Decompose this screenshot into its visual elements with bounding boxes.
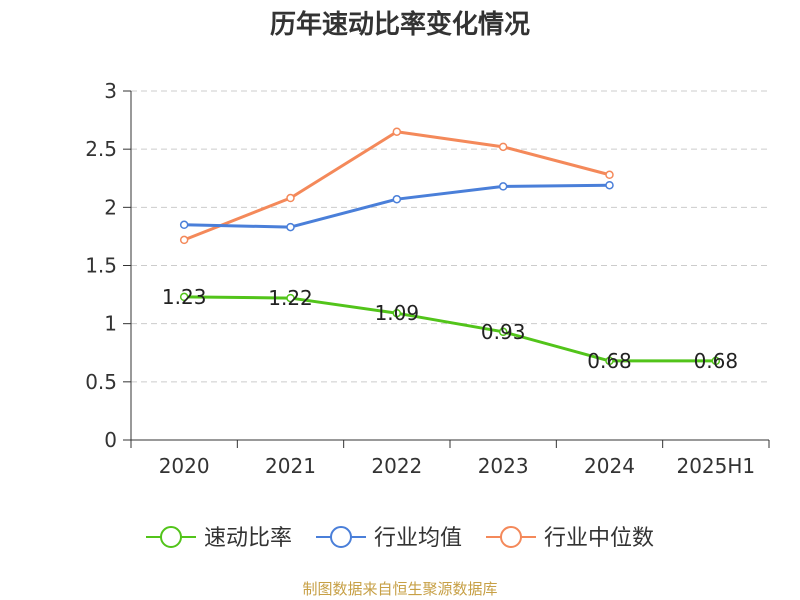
axes: 0 0.5 1 1.5 2 2.5 3 2020 2021 2022 2023 2024 2025H1	[85, 79, 770, 478]
data-point	[605, 180, 614, 190]
x-tick-label: 2024	[584, 454, 635, 478]
data-point	[711, 356, 721, 366]
series-lines	[179, 127, 721, 366]
data-labels: 1.23 1.22 1.09 0.93 0.68 0.68	[162, 285, 738, 373]
legend-item[interactable]: 行业均值	[316, 526, 462, 551]
data-label: 0.93	[481, 320, 526, 344]
legend-marker-icon	[500, 526, 522, 548]
x-tick-label: 2022	[371, 454, 422, 478]
y-tick-label: 2	[104, 195, 117, 219]
data-point	[286, 222, 295, 232]
legend-label: 行业中位数	[544, 526, 654, 551]
x-tick-label: 2021	[265, 454, 316, 478]
series-line	[184, 183, 610, 229]
series-line	[184, 295, 716, 363]
data-point	[392, 194, 402, 204]
chart-title: 历年速动比率变化情况	[269, 10, 530, 40]
legend-marker-icon	[160, 526, 182, 548]
data-point	[392, 127, 402, 136]
y-tick-label: 1.5	[85, 254, 117, 278]
data-label: 0.68	[694, 349, 739, 373]
y-tick-label: 3	[104, 79, 117, 103]
data-point	[605, 170, 614, 180]
data-label: 1.23	[162, 285, 207, 309]
data-point	[286, 193, 295, 203]
data-label: 1.22	[268, 286, 313, 310]
data-point	[179, 292, 189, 302]
legend-label: 行业均值	[374, 526, 462, 551]
data-point	[498, 327, 508, 337]
legend-item[interactable]: 行业中位数	[486, 526, 654, 551]
data-point	[605, 356, 614, 366]
x-tick-label: 2025H1	[676, 454, 755, 478]
legend-label: 速动比率	[204, 526, 292, 551]
x-tick-label: 2020	[159, 454, 210, 478]
data-point	[392, 308, 402, 318]
legend: 速动比率 行业均值 行业中位数	[146, 526, 654, 551]
y-tick-label: 1	[104, 312, 117, 336]
y-tick-label: 0	[104, 428, 117, 452]
legend-marker-icon	[330, 526, 352, 548]
data-point	[286, 293, 295, 303]
data-label: 1.09	[375, 301, 420, 325]
data-point	[179, 220, 189, 230]
y-tick-label: 0.5	[85, 370, 117, 394]
gridlines	[131, 90, 769, 383]
x-tick-label: 2023	[478, 454, 529, 478]
data-point	[498, 142, 508, 152]
legend-item[interactable]: 速动比率	[146, 526, 292, 551]
y-tick-label: 2.5	[85, 137, 117, 161]
source-note: 制图数据来自恒生聚源数据库	[302, 580, 498, 598]
data-point	[498, 182, 508, 191]
data-point	[179, 235, 189, 245]
data-label: 0.68	[587, 349, 632, 373]
